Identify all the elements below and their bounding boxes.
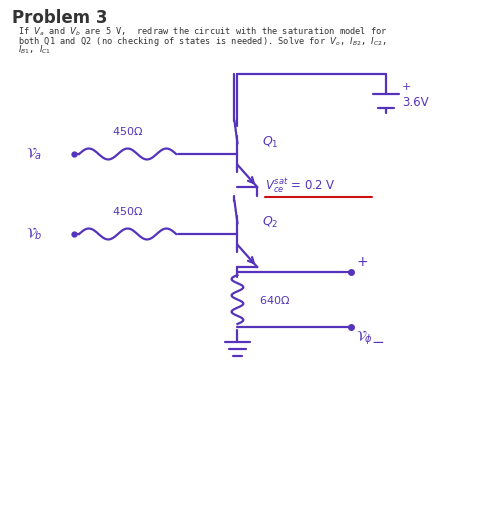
Text: both Q1 and Q2 (no checking of states is needed). Solve for $V_o$, $I_{B2}$, $I_: both Q1 and Q2 (no checking of states is… <box>18 35 387 48</box>
Text: $\mathcal{V}_\phi$: $\mathcal{V}_\phi$ <box>356 329 373 347</box>
Text: 3.6V: 3.6V <box>402 96 428 108</box>
Text: Problem 3: Problem 3 <box>12 9 107 27</box>
Text: 450$\Omega$: 450$\Omega$ <box>112 205 143 217</box>
Text: 640$\Omega$: 640$\Omega$ <box>259 293 290 305</box>
Text: $\mathcal{V}_b$: $\mathcal{V}_b$ <box>26 226 42 242</box>
Text: +: + <box>402 82 411 92</box>
Text: $Q_2$: $Q_2$ <box>262 214 279 230</box>
Text: −: − <box>371 335 384 350</box>
Text: $\mathcal{V}_a$: $\mathcal{V}_a$ <box>26 146 42 162</box>
Text: If $V_a$ and $V_b$ are 5 V,  redraw the circuit with the saturation model for: If $V_a$ and $V_b$ are 5 V, redraw the c… <box>18 26 387 39</box>
Text: $V^{sat}_{ce}$ = 0.2 V: $V^{sat}_{ce}$ = 0.2 V <box>265 176 336 195</box>
Text: $Q_1$: $Q_1$ <box>262 135 279 150</box>
Text: $I_{B1}$, $I_{C1}$: $I_{B1}$, $I_{C1}$ <box>18 44 51 57</box>
Text: 450$\Omega$: 450$\Omega$ <box>112 125 143 137</box>
Text: +: + <box>356 255 368 269</box>
